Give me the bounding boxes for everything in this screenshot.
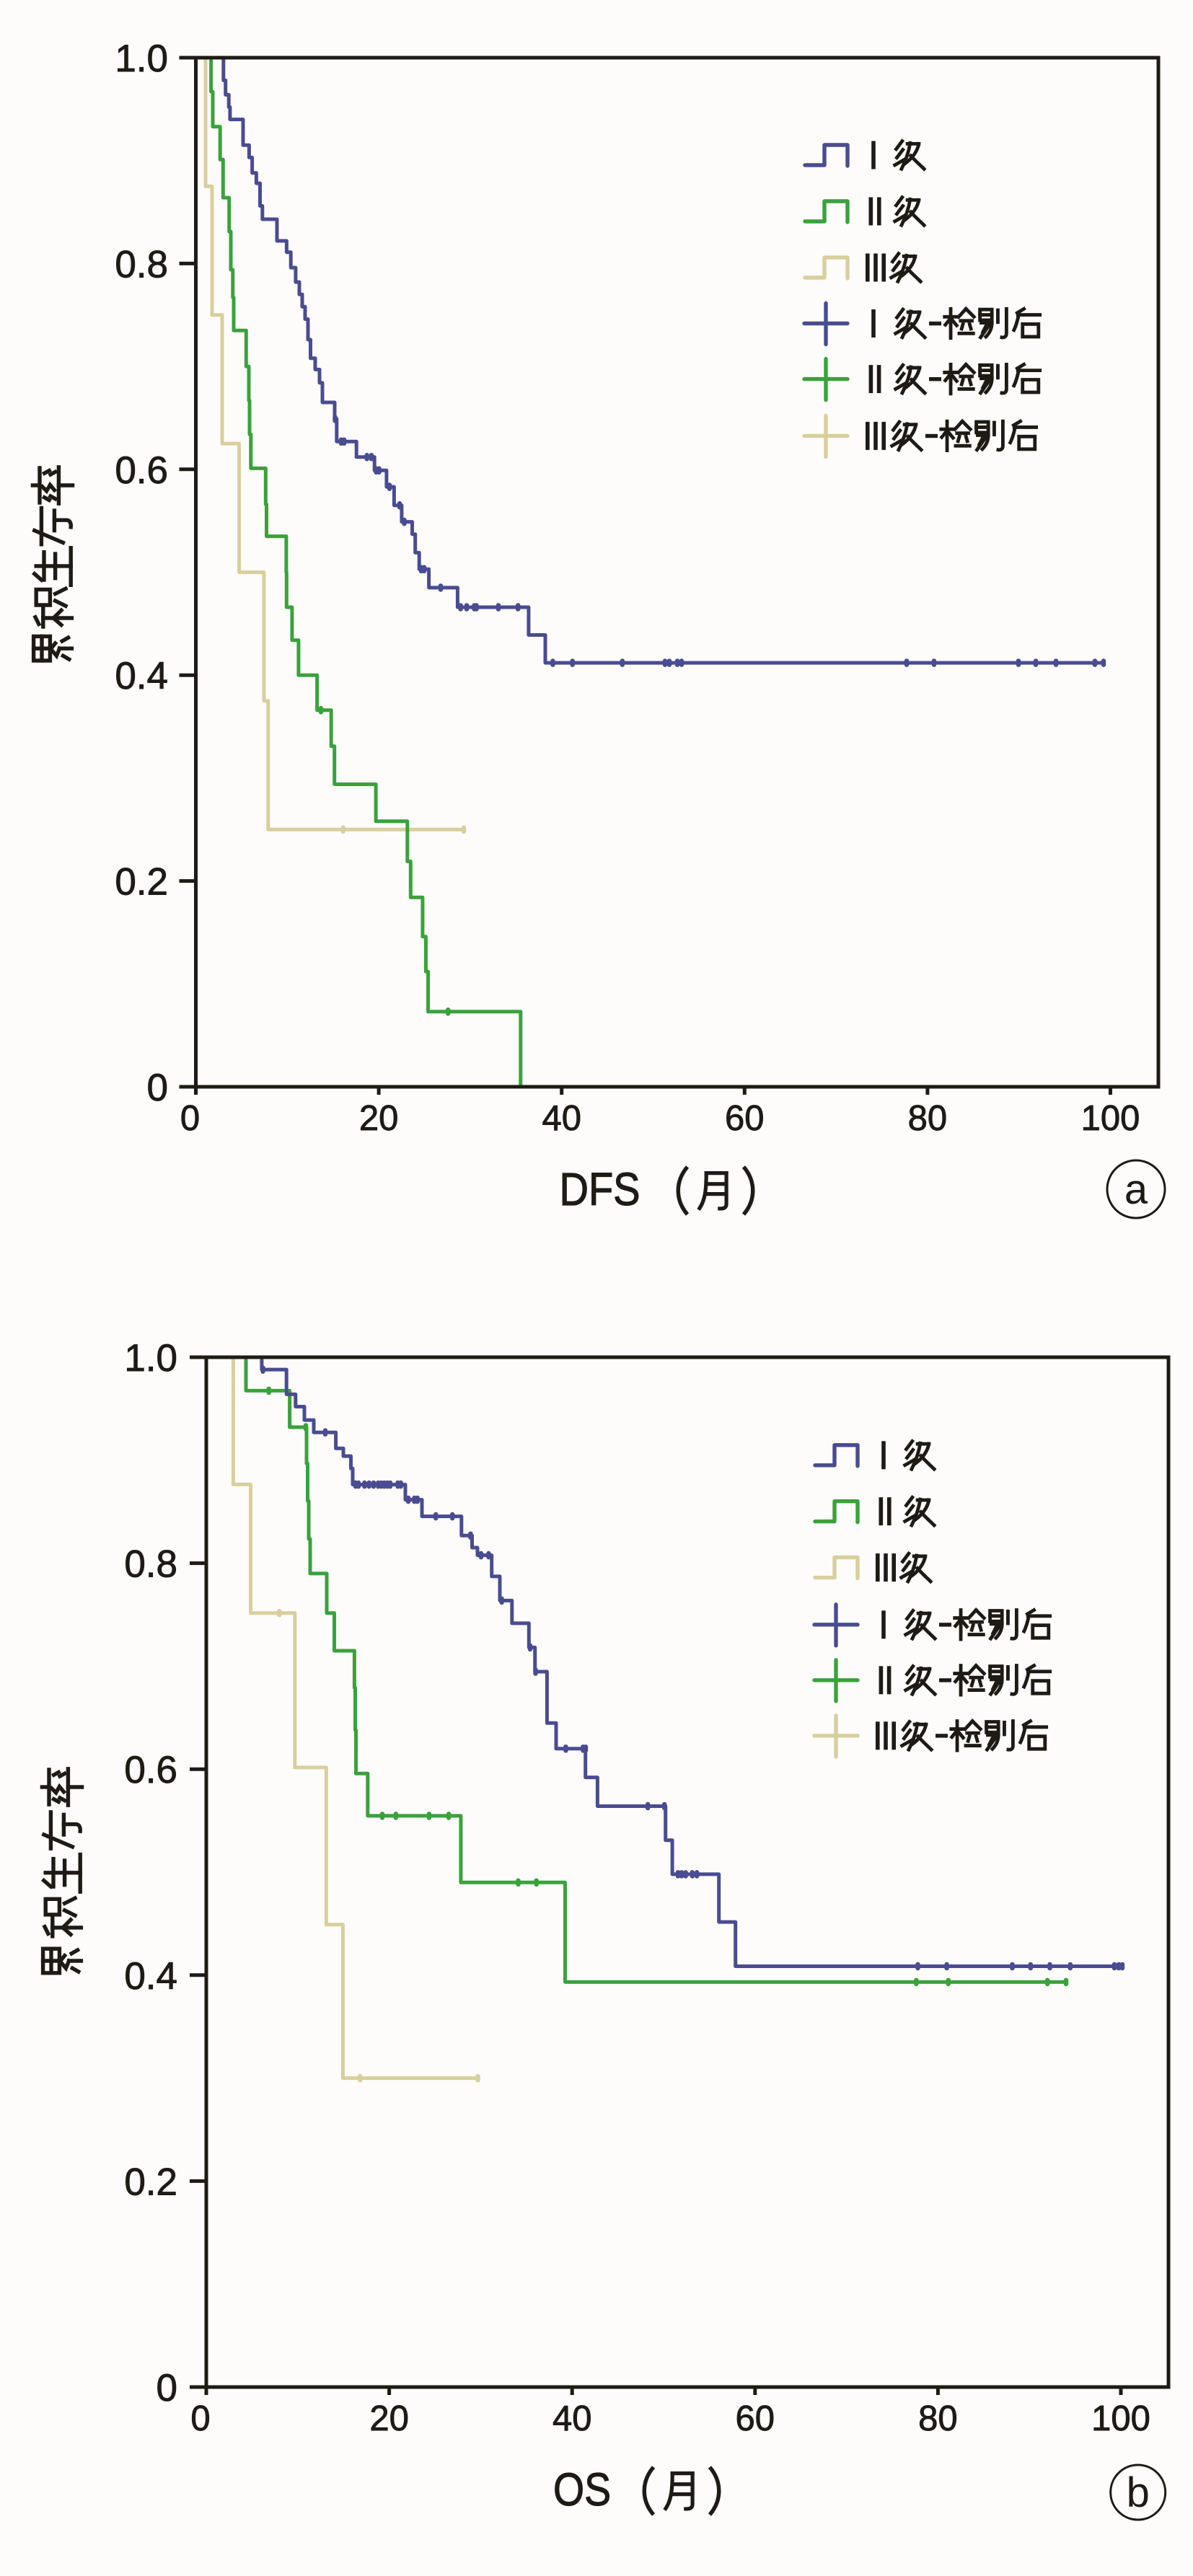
svg-text:0.8: 0.8 <box>115 243 168 286</box>
svg-text:40: 40 <box>553 2399 592 2438</box>
svg-text:60: 60 <box>725 1099 765 1138</box>
svg-text:1.0: 1.0 <box>124 1337 177 1380</box>
svg-text:DFS: DFS <box>560 1163 640 1215</box>
svg-text:1.0: 1.0 <box>115 38 168 80</box>
svg-text:OS: OS <box>553 2463 611 2515</box>
svg-text:80: 80 <box>918 2399 958 2438</box>
svg-text:0.2: 0.2 <box>115 861 168 904</box>
svg-text:a: a <box>1124 1166 1148 1213</box>
svg-text:0: 0 <box>157 2367 177 2409</box>
svg-text:0.4: 0.4 <box>115 655 168 697</box>
svg-text:0: 0 <box>180 1099 200 1138</box>
svg-text:0.6: 0.6 <box>115 449 168 492</box>
svg-text:60: 60 <box>736 2399 775 2438</box>
svg-text:0: 0 <box>190 2399 210 2438</box>
svg-text:100: 100 <box>1081 1099 1140 1138</box>
svg-text:b: b <box>1127 2469 1150 2516</box>
svg-text:40: 40 <box>542 1099 581 1138</box>
svg-text:100: 100 <box>1091 2399 1150 2438</box>
svg-text:0.6: 0.6 <box>124 1749 177 1791</box>
svg-text:0.4: 0.4 <box>124 1955 177 1998</box>
svg-text:80: 80 <box>908 1099 948 1138</box>
svg-text:20: 20 <box>359 1099 399 1138</box>
svg-text:0: 0 <box>147 1067 168 1109</box>
svg-text:20: 20 <box>369 2399 409 2438</box>
svg-text:0.2: 0.2 <box>124 2161 177 2203</box>
svg-text:0.8: 0.8 <box>124 1543 177 1586</box>
